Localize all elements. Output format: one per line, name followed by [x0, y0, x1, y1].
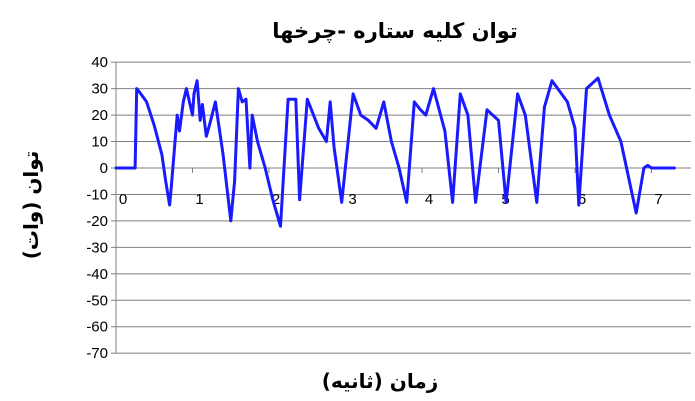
y-tick-label: -30: [86, 239, 108, 256]
y-tick-label: 30: [91, 81, 108, 98]
y-tick-label: 40: [91, 54, 108, 71]
x-tick-label: 3: [348, 191, 356, 208]
y-tick-label: -40: [86, 266, 108, 283]
y-tick-label: 20: [91, 107, 108, 124]
x-tick-label: 4: [425, 191, 433, 208]
y-axis-label: توان (وات): [19, 151, 43, 260]
y-axis-ticks: 40 30 20 10 0 -10 -20 -30 -40 -50 -60 -70: [86, 54, 116, 362]
x-tick-label: 6: [578, 191, 586, 208]
y-tick-label: 0: [100, 160, 108, 177]
chart-title: توان کلیه ستاره -چرخها: [272, 19, 518, 43]
x-tick-label: 7: [654, 191, 662, 208]
y-tick-label: 10: [91, 134, 108, 151]
y-tick-label: -10: [86, 186, 108, 203]
y-tick-label: -70: [86, 345, 108, 362]
x-axis-label: زمان (ثانیه): [322, 369, 439, 393]
x-tick-label: 0: [119, 191, 127, 208]
y-tick-label: -60: [86, 319, 108, 336]
series-line: [114, 76, 676, 228]
x-tick-label: 1: [195, 191, 203, 208]
y-tick-label: -20: [86, 213, 108, 230]
x-tick-label: 2: [272, 191, 280, 208]
y-tick-label: -50: [86, 292, 108, 309]
